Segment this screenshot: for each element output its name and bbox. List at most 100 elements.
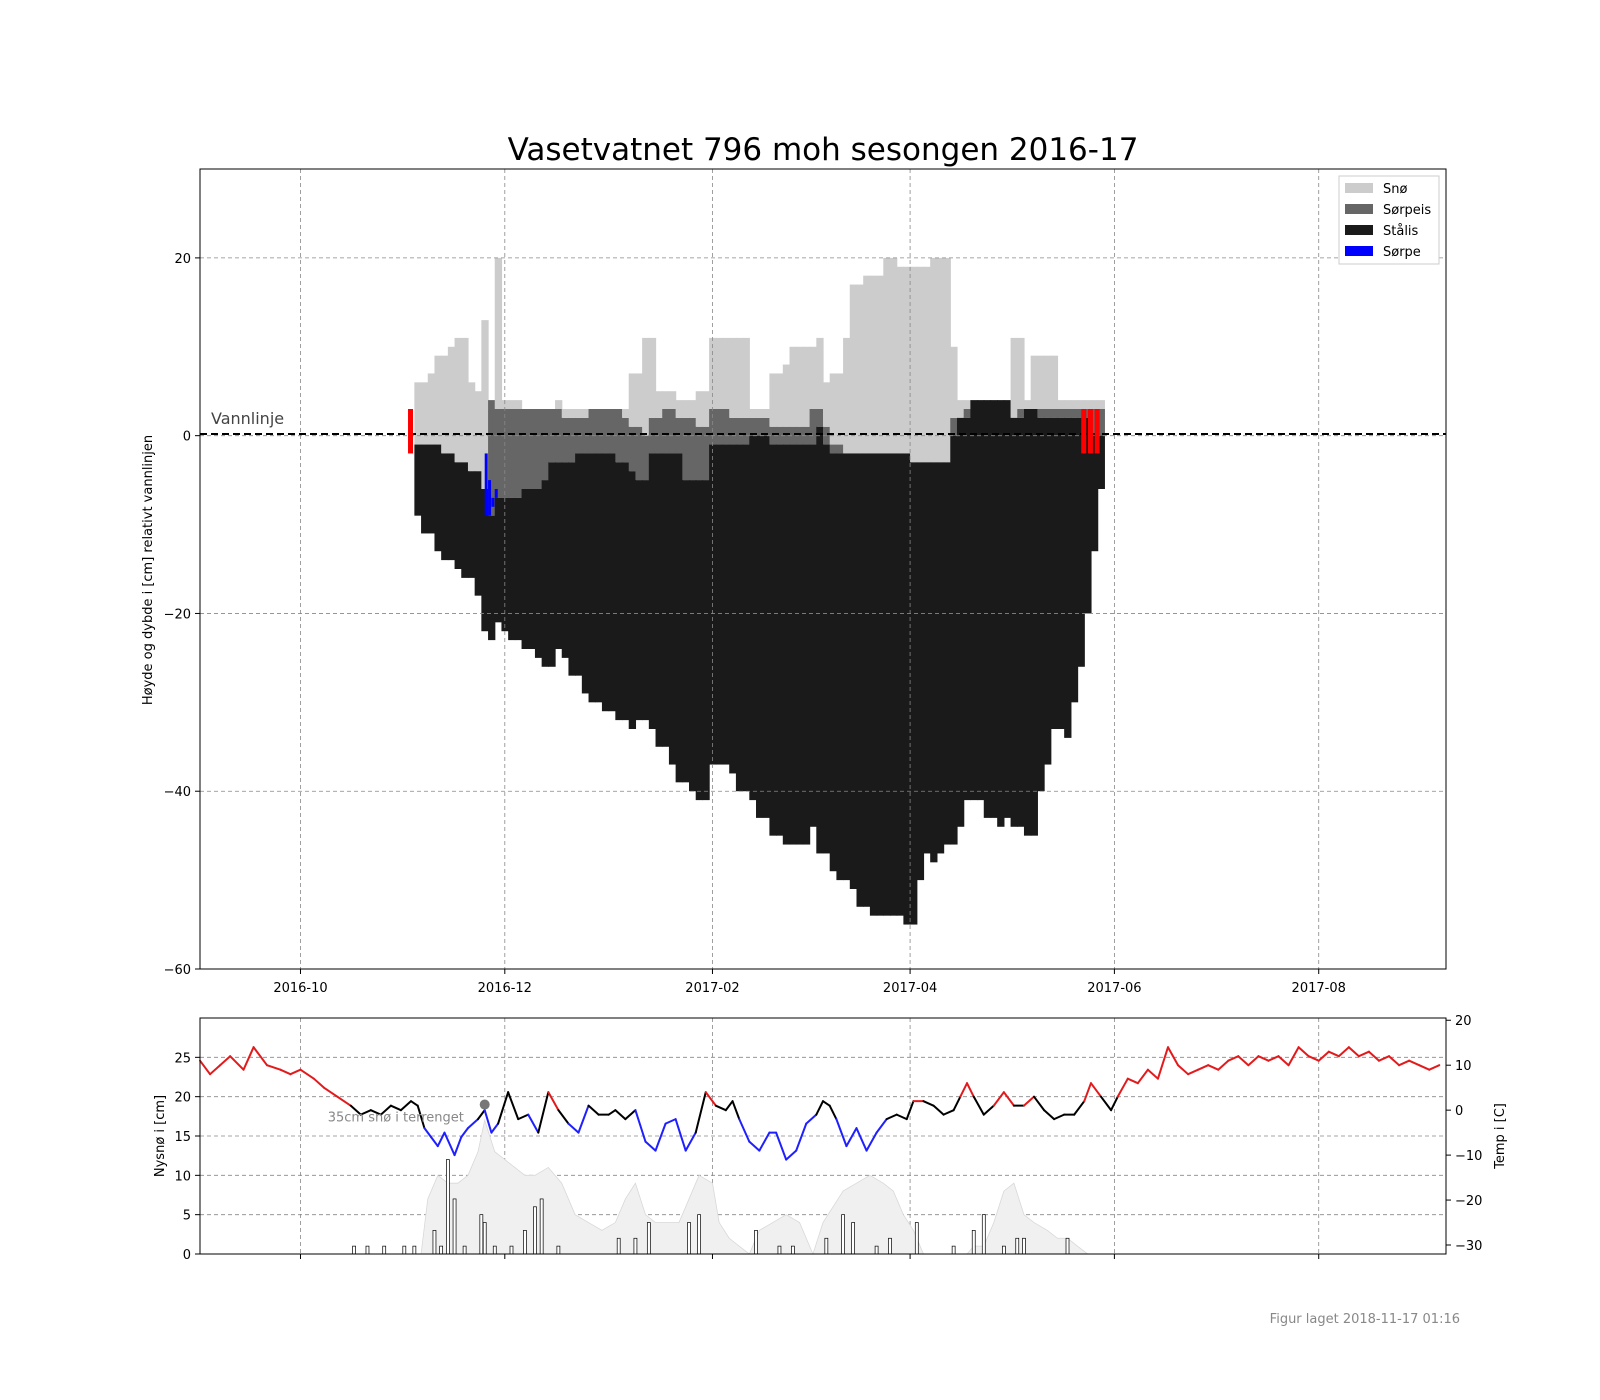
temperature-segment [1126,1077,1139,1085]
black-ice-bar [923,462,931,854]
snow-bar [829,373,837,445]
snow-bar [722,337,730,409]
temperature-segment [557,1109,570,1125]
temperature-segment [932,1104,945,1116]
snow-bar [749,409,757,418]
slush-ice-bar [682,417,690,481]
snow-bar [1064,400,1072,409]
temperature-segment [416,1104,426,1130]
black-ice-bar [1077,417,1085,667]
temperature-segment [265,1064,282,1071]
snow-bar [648,337,657,418]
black-ice-bar [474,471,482,596]
temperature-segment [1388,1055,1401,1067]
snow-bar [715,337,724,409]
black-ice-bar [635,480,643,721]
black-ice-bar [950,435,958,845]
temperature-segment [1053,1113,1066,1121]
ice-y-tick-label: −60 [164,963,191,978]
temperature-segment [517,1113,530,1121]
temperature-segment [644,1140,657,1152]
snow-bar [481,320,489,489]
black-ice-bar [421,444,429,534]
temp-y-tick-label: 0 [1455,1104,1463,1119]
temperature-segment [453,1136,463,1157]
temperature-segment [1177,1064,1190,1076]
new-snow-bar [888,1237,892,1255]
temperature-segment [483,1109,493,1134]
black-ice-bar [896,453,904,916]
black-ice-bar [662,453,670,747]
snow-bar [441,355,449,454]
slush-ice-bar [789,426,797,445]
temperature-segment [724,1100,734,1112]
slush-ice-bar [1070,409,1079,418]
ice-y-tick-label: −40 [164,785,191,800]
slush-bar [484,453,488,516]
temperature-segment [1022,1095,1036,1107]
temperature-segment [1002,1091,1015,1107]
black-ice-bar [467,471,476,578]
slush-ice-bar [1044,409,1052,418]
snow-bar [903,266,911,454]
black-ice-bar [876,453,884,916]
black-ice-bar [863,453,871,907]
black-ice-bar [816,426,824,854]
temperature-segment [959,1082,969,1098]
slush-ice-bar [735,417,744,445]
black-ice-bar [541,480,549,667]
snow-bar [863,275,871,454]
black-ice-bar [916,462,925,881]
snow-bar [762,409,771,418]
snow-bar [702,391,710,427]
temperature-segment [704,1091,717,1107]
snow-y-tick-label: 5 [183,1209,191,1224]
slush-bar [491,497,495,507]
snow-bar [427,373,436,445]
temperature-segment [895,1113,908,1121]
temperature-segment [952,1095,962,1112]
temperature-segment [1277,1055,1290,1067]
black-ice-bar [977,400,985,801]
new-snow-bar [646,1222,651,1255]
slush-ice-bar [963,409,971,418]
temperature-segment [299,1068,315,1080]
slush-ice-bar [1017,409,1025,418]
temperature-segment [490,1122,500,1134]
temperature-segment [1073,1100,1086,1116]
legend-label-slush-ice: Sørpeis [1383,203,1431,218]
temp-y-tick-label: −20 [1455,1194,1482,1209]
black-ice-bar [675,453,683,783]
temperature-segment [1287,1046,1300,1067]
slush-ice-bar [702,426,710,481]
black-ice-bar [722,444,730,765]
new-snow-bar [687,1222,691,1255]
slush-ice-bar [514,409,523,498]
new-snow-bar [402,1245,407,1255]
temperature-segment [430,1136,439,1148]
temperature-segment [466,1118,480,1130]
temperature-segment [674,1118,687,1152]
snow-bar [695,391,704,427]
black-ice-bar [521,489,529,649]
slush-ice-bar [622,417,630,463]
ice-x-tick-label: 2017-06 [1087,981,1141,996]
black-ice-bar [1097,435,1105,489]
new-snow-bar [841,1214,845,1255]
weather-panel: 35cm snø i terrenget 25 20 15 10 5 0 20 10 0 −10 −… [153,1014,1508,1263]
black-ice-bar [434,444,442,552]
temp-y-tick-label: 10 [1455,1059,1472,1074]
black-ice-bar [823,444,831,854]
slush-ice-bar [588,409,596,454]
temperature-segment [1197,1064,1210,1071]
temperature-segment [1136,1068,1149,1085]
snow-bar [1077,400,1085,409]
temperature-segment [199,1059,212,1076]
temperature-segment [1327,1050,1340,1058]
temperature-segment [1378,1055,1391,1062]
black-ice-bar [836,453,844,881]
slush-ice-bar [756,417,764,436]
new-snow-bar [754,1230,758,1255]
temperature-segment [379,1104,392,1116]
temperature-segment [312,1077,325,1089]
